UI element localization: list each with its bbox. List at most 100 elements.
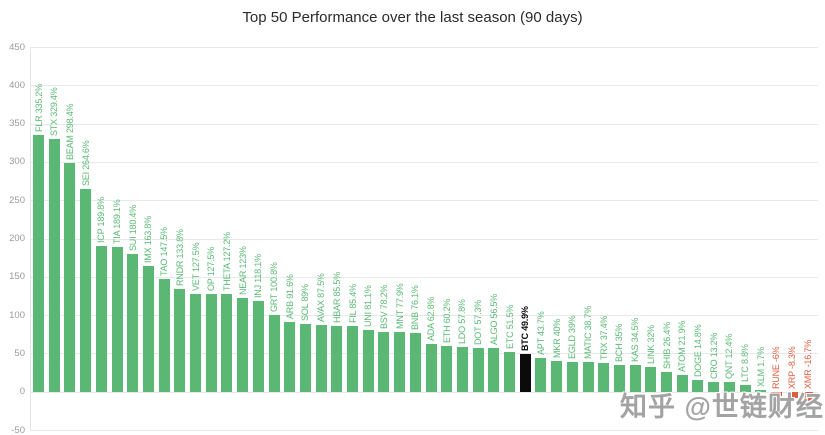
- y-axis-tick-label: 200: [9, 233, 25, 244]
- bar-label-ARB: ARB 91.6%: [284, 273, 295, 319]
- y-axis-tick-label: 100: [9, 309, 25, 321]
- bar-XLM: [755, 390, 767, 392]
- bar-KAS: [629, 365, 641, 392]
- bar-CRO: [708, 381, 720, 392]
- bar-label-BSV: BSV 78.2%: [378, 284, 389, 329]
- bar-label-RUNE: RUNE -6%: [771, 346, 782, 389]
- bar-label-SHIB: SHIB 26.4%: [661, 321, 672, 369]
- gridline: [30, 315, 818, 317]
- bar-MNT: [394, 332, 406, 392]
- bar-label-THETA: THETA 127.2%: [221, 232, 232, 292]
- bar-label-VET: VET 127.5%: [190, 242, 201, 291]
- y-axis-tick-label: -50: [11, 424, 25, 435]
- y-axis-tick-label: 300: [9, 156, 25, 168]
- bar-label-CRO: CRO 13.2%: [708, 332, 719, 379]
- bar-label-MNT: MNT 77.9%: [394, 283, 405, 329]
- bar-RNDR: [174, 289, 186, 392]
- bar-GRT: [268, 314, 280, 392]
- bar-label-XMR: XMR -16.7%: [802, 339, 813, 389]
- bar-label-TIA: TIA 189.1%: [112, 199, 122, 244]
- gridline: [30, 47, 818, 48]
- bar-BCH: [613, 364, 625, 392]
- bar-IMX: [142, 266, 154, 392]
- bar-label-FLR: FLR 335.2%: [33, 83, 44, 132]
- chart-title: Top 50 Performance over the last season …: [242, 9, 583, 26]
- bar-label-BCH: BCH 35%: [614, 323, 625, 362]
- bar-ATOM: [676, 374, 688, 392]
- bar-THETA: [221, 294, 233, 392]
- y-axis-tick-label: 150: [9, 271, 25, 283]
- bar-XRP: [786, 391, 798, 399]
- y-axis-tick-label: 400: [9, 79, 25, 91]
- bar-label-STX: STX 329.4%: [49, 87, 60, 137]
- bar-QNT: [723, 382, 735, 392]
- bar-TIA: [111, 246, 123, 392]
- bar-APT: [535, 358, 547, 392]
- bar-MKR: [551, 361, 563, 392]
- bar-ICP: [95, 246, 107, 392]
- bar-OP: [205, 294, 217, 392]
- bar-FIL: [347, 326, 358, 392]
- bar-label-GRT: GRT 100.8%: [269, 261, 279, 312]
- bar-label-RNDR: RNDR 133.8%: [174, 229, 185, 287]
- bar-label-TRX: TRX 37.4%: [598, 315, 609, 361]
- bar-TAO: [158, 278, 170, 392]
- bar-ETH: [441, 345, 453, 392]
- y-axis-tick-label: 50: [14, 347, 25, 359]
- bar-TRX: [598, 363, 610, 392]
- bar-label-SUI: SUI 180.4%: [127, 204, 138, 251]
- bar-label-XRP: XRP -8.3%: [787, 346, 798, 389]
- bar-LDO: [456, 347, 468, 392]
- bar-SUI: [127, 253, 139, 392]
- bar-label-LDO: LDO 57.8%: [457, 299, 468, 345]
- bar-LTC: [739, 385, 751, 392]
- bar-label-LTC: LTC 8.8%: [740, 344, 750, 382]
- y-axis-line: [30, 47, 31, 430]
- bar-FLR: [33, 134, 44, 392]
- bar-label-ETC: ETC 51.5%: [504, 305, 515, 350]
- bar-BSV: [378, 331, 390, 392]
- bar-label-IMX: IMX 163.8%: [143, 216, 154, 264]
- watermark: 知乎 @世链财经: [620, 392, 824, 422]
- bar-SOL: [299, 323, 311, 392]
- bar-INJ: [252, 301, 264, 392]
- bar-label-DOT: DOT 57.3%: [473, 299, 484, 345]
- y-axis-tick-label: 350: [9, 118, 25, 130]
- bar-DOT: [472, 347, 484, 392]
- bar-ARB: [284, 321, 296, 392]
- bar-label-INJ: INJ 118.1%: [253, 254, 264, 299]
- bar-ADA: [425, 343, 437, 392]
- bar-label-AVAX: AVAX 87.5%: [316, 272, 327, 322]
- bar-label-LINK: LINK 32%: [645, 325, 656, 365]
- bar-XMR: [802, 391, 814, 405]
- bar-STX: [48, 139, 60, 392]
- bar-label-BNB: BNB 76.1%: [410, 285, 421, 331]
- bar-label-FIL: FIL 85.4%: [347, 284, 358, 324]
- bar-BEAM: [64, 163, 76, 392]
- bar-label-BEAM: BEAM 298.4%: [64, 103, 75, 161]
- bar-NEAR: [237, 297, 249, 392]
- gridline: [30, 430, 818, 431]
- gridline: [30, 161, 818, 163]
- bar-label-SEI: SEI 264.6%: [80, 140, 91, 186]
- bar-BTC: [519, 353, 531, 392]
- bar-label-DOGE: DOGE 14.8%: [692, 324, 703, 378]
- bar-UNI: [362, 329, 374, 392]
- bar-label-OP: OP 127.5%: [206, 246, 217, 291]
- gridline: [30, 353, 818, 355]
- bar-label-TAO: TAO 147.5%: [159, 226, 170, 276]
- bar-MATIC: [582, 362, 594, 392]
- bar-AVAX: [315, 324, 327, 392]
- bar-label-SOL: SOL 89%: [300, 283, 311, 321]
- bar-label-NEAR: NEAR 123%: [237, 245, 248, 295]
- bar-VET: [190, 294, 201, 392]
- gridline: [30, 200, 818, 202]
- bar-label-MKR: MKR 40%: [551, 318, 562, 359]
- bar-label-EGLD: EGLD 39%: [567, 315, 578, 359]
- bar-LINK: [645, 367, 657, 392]
- bar-label-ICP: ICP 189.8%: [96, 197, 107, 244]
- y-axis-tick-label: 250: [9, 194, 25, 206]
- bar-DOGE: [692, 380, 704, 392]
